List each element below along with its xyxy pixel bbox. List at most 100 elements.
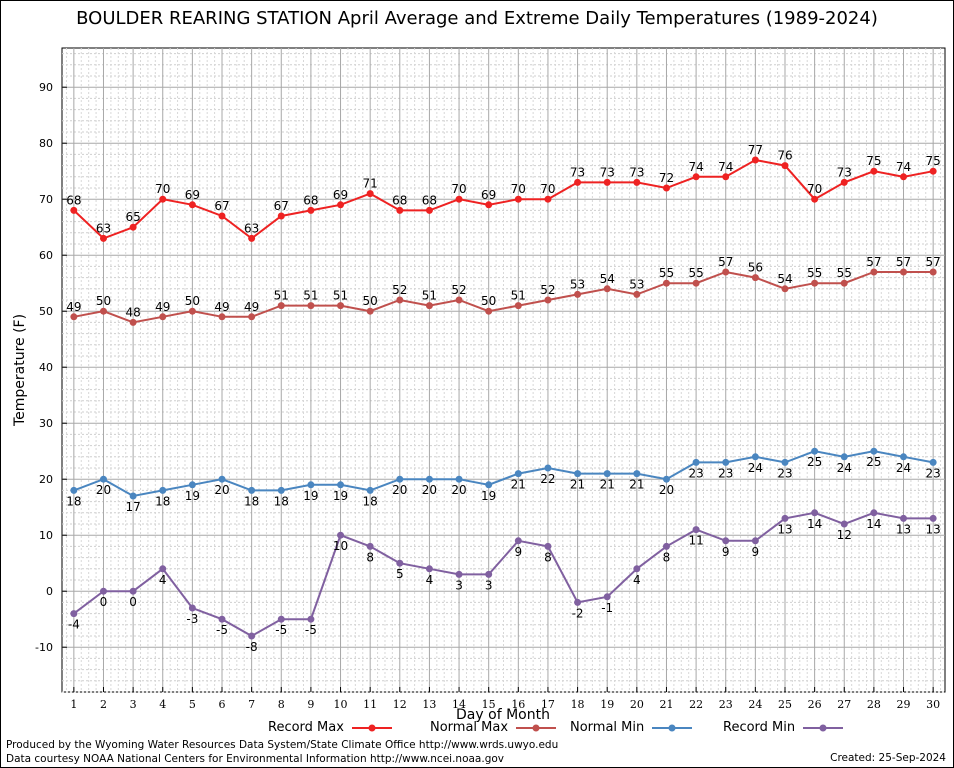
- data-point: [544, 195, 552, 203]
- y-tick-label: 90: [39, 81, 53, 94]
- data-point: [70, 610, 78, 618]
- data-point: [218, 212, 226, 220]
- data-point: [307, 206, 315, 214]
- data-label: 4: [159, 573, 167, 587]
- data-point: [751, 274, 759, 282]
- data-point: [574, 598, 582, 606]
- data-label: 57: [718, 255, 733, 269]
- data-point: [811, 279, 819, 287]
- data-label: 49: [66, 300, 81, 314]
- data-point: [129, 318, 137, 326]
- data-point: [485, 307, 493, 315]
- data-point: [900, 268, 908, 276]
- data-label: 49: [214, 300, 229, 314]
- data-label: 19: [185, 489, 200, 503]
- data-label: 19: [481, 489, 496, 503]
- data-label: 56: [748, 261, 763, 275]
- footer-credits: Produced by the Wyoming Water Resources …: [6, 738, 558, 766]
- data-point: [159, 195, 167, 203]
- x-tick-label: 28: [867, 698, 881, 711]
- data-label: -1: [601, 601, 613, 615]
- series-line-1: [73, 270, 934, 324]
- data-point: [514, 302, 522, 310]
- data-point: [337, 302, 345, 310]
- series-line-2: [73, 450, 934, 498]
- data-point: [248, 313, 256, 321]
- data-label: 20: [214, 483, 229, 497]
- data-label: -5: [275, 623, 287, 637]
- data-point: [99, 587, 107, 595]
- data-point: [129, 492, 137, 500]
- data-point: [218, 313, 226, 321]
- data-label: 50: [481, 294, 496, 308]
- data-label: 23: [926, 466, 941, 480]
- data-point: [188, 201, 196, 209]
- data-point: [277, 302, 285, 310]
- data-label: 5: [396, 567, 404, 581]
- legend-item: Normal Min: [570, 720, 694, 735]
- x-tick-label: 11: [363, 698, 377, 711]
- data-label: 18: [155, 494, 170, 508]
- data-label: 0: [129, 595, 137, 609]
- data-label: 71: [363, 177, 378, 191]
- data-label: 3: [485, 578, 493, 592]
- data-point: [514, 470, 522, 478]
- data-label: 53: [570, 277, 585, 291]
- data-point: [929, 167, 937, 175]
- data-label: 68: [303, 193, 318, 207]
- data-label: -3: [186, 612, 198, 626]
- data-point: [722, 537, 730, 545]
- x-tick-label: 18: [571, 698, 585, 711]
- data-label: 9: [752, 545, 760, 559]
- data-label: 55: [659, 266, 674, 280]
- data-point: [722, 268, 730, 276]
- data-label: 20: [659, 483, 674, 497]
- data-point: [514, 537, 522, 545]
- data-point: [99, 475, 107, 483]
- data-label: 65: [125, 210, 140, 224]
- data-label: 68: [392, 193, 407, 207]
- data-point: [574, 470, 582, 478]
- x-tick-label: 23: [719, 698, 733, 711]
- x-tick-label: 12: [393, 698, 407, 711]
- data-point: [70, 486, 78, 494]
- data-point: [544, 464, 552, 472]
- data-point: [722, 458, 730, 466]
- data-label: 20: [451, 483, 466, 497]
- x-tick-label: 6: [219, 698, 226, 711]
- data-label: 21: [629, 478, 644, 492]
- legend-item: Normal Max: [430, 720, 558, 735]
- data-label: 21: [600, 478, 615, 492]
- y-tick-label: 60: [39, 249, 53, 262]
- data-label: 69: [185, 188, 200, 202]
- data-label: 55: [807, 266, 822, 280]
- data-label: 0: [100, 595, 108, 609]
- x-tick-label: 24: [748, 698, 762, 711]
- data-label: 57: [926, 255, 941, 269]
- x-tick-label: 21: [659, 698, 673, 711]
- data-point: [544, 542, 552, 550]
- data-label: 73: [629, 165, 644, 179]
- data-point: [662, 475, 670, 483]
- data-label: 76: [777, 149, 792, 163]
- data-point: [781, 458, 789, 466]
- x-tick-label: 13: [422, 698, 436, 711]
- data-label: 73: [570, 165, 585, 179]
- y-axis-label: Temperature (F): [12, 313, 28, 427]
- data-point: [870, 167, 878, 175]
- data-label: 49: [244, 300, 259, 314]
- x-tick-label: 15: [482, 698, 496, 711]
- data-label: 14: [866, 517, 881, 531]
- data-point: [455, 195, 463, 203]
- y-tick-label: 0: [46, 585, 53, 598]
- y-tick-label: 20: [39, 473, 53, 486]
- x-tick-label: 19: [600, 698, 614, 711]
- x-tick-label: 30: [926, 698, 940, 711]
- data-point: [633, 290, 641, 298]
- data-point: [751, 156, 759, 164]
- data-point: [603, 178, 611, 186]
- data-label: 51: [303, 289, 318, 303]
- data-label: 24: [837, 461, 852, 475]
- data-point: [485, 570, 493, 578]
- legend-swatch: [351, 724, 392, 731]
